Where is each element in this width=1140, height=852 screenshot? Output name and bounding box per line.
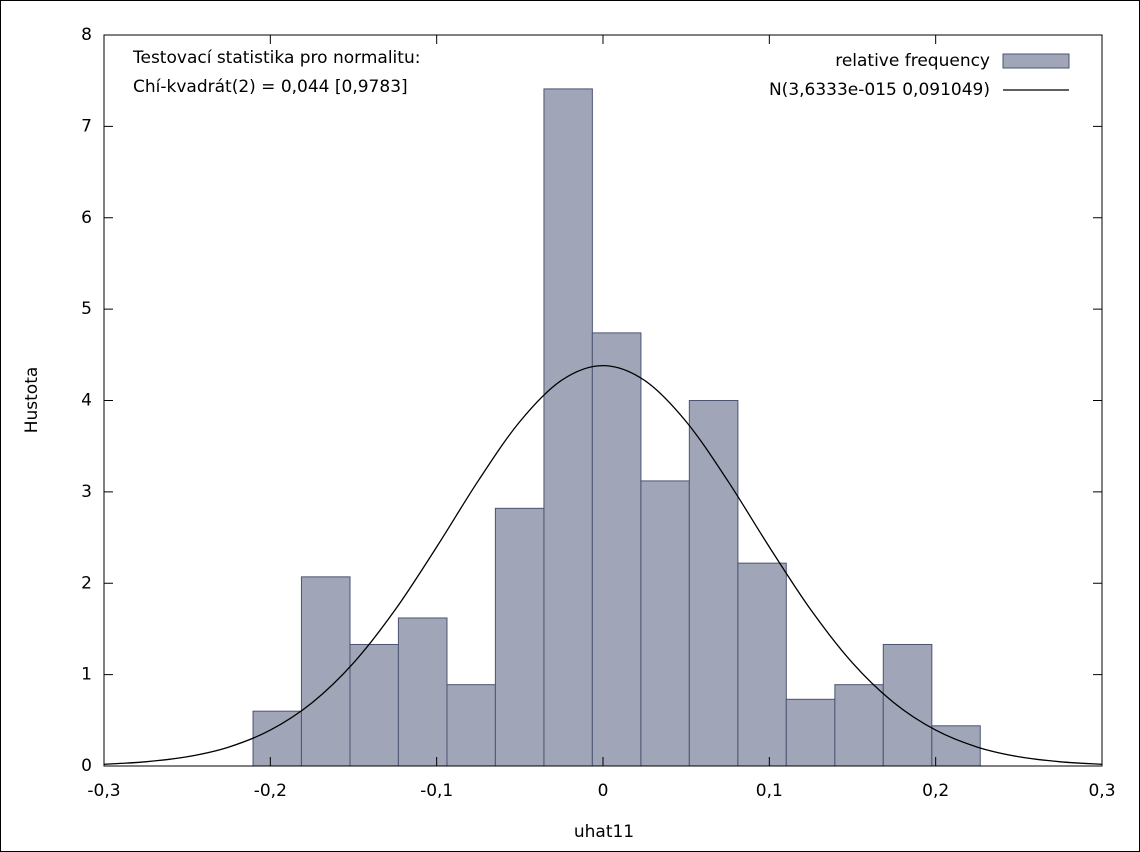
x-tick-label: -0,2: [254, 781, 287, 801]
y-tick-label: 4: [81, 391, 92, 411]
histogram-bar: [737, 562, 787, 767]
x-tick-label: -0,3: [87, 781, 120, 801]
legend-label: relative frequency: [835, 51, 990, 71]
histogram-bar: [543, 88, 593, 767]
y-tick-label: 5: [81, 299, 92, 319]
x-tick-label: 0,2: [922, 781, 949, 801]
x-tick-label: 0,3: [1088, 781, 1115, 801]
x-axis-label: uhat11: [574, 822, 634, 842]
histogram-bar: [446, 684, 496, 767]
histogram-bar: [882, 643, 933, 767]
histogram-bar: [834, 684, 884, 767]
histogram-bar: [397, 617, 448, 767]
legend-label: N(3,6333e-015 0,091049): [769, 80, 990, 100]
legend-swatch: [1002, 53, 1070, 69]
histogram-bar: [688, 400, 739, 767]
y-tick-label: 7: [81, 116, 92, 136]
annotation: Testovací statistika pro normalitu:: [132, 48, 420, 68]
annotation: Chí-kvadrát(2) = 0,044 [0,9783]: [133, 77, 408, 97]
y-tick-label: 8: [81, 25, 92, 45]
histogram-bar: [349, 643, 399, 767]
x-tick-label: 0: [598, 781, 609, 801]
x-tick-label: -0,1: [420, 781, 453, 801]
histogram-bar: [252, 710, 302, 767]
histogram-bar: [591, 332, 642, 767]
y-axis-label: Hustota: [22, 367, 42, 434]
histogram-bar: [494, 507, 545, 767]
y-tick-label: 6: [81, 208, 92, 228]
histogram-bar: [300, 576, 351, 767]
histogram-bar: [785, 698, 836, 767]
y-tick-label: 1: [81, 665, 92, 685]
y-tick-label: 2: [81, 573, 92, 593]
y-tick-label: 0: [81, 756, 92, 776]
x-tick-label: 0,1: [756, 781, 783, 801]
density-curve: [103, 364, 1103, 765]
histogram-bar: [640, 480, 690, 767]
y-tick-label: 3: [81, 482, 92, 502]
